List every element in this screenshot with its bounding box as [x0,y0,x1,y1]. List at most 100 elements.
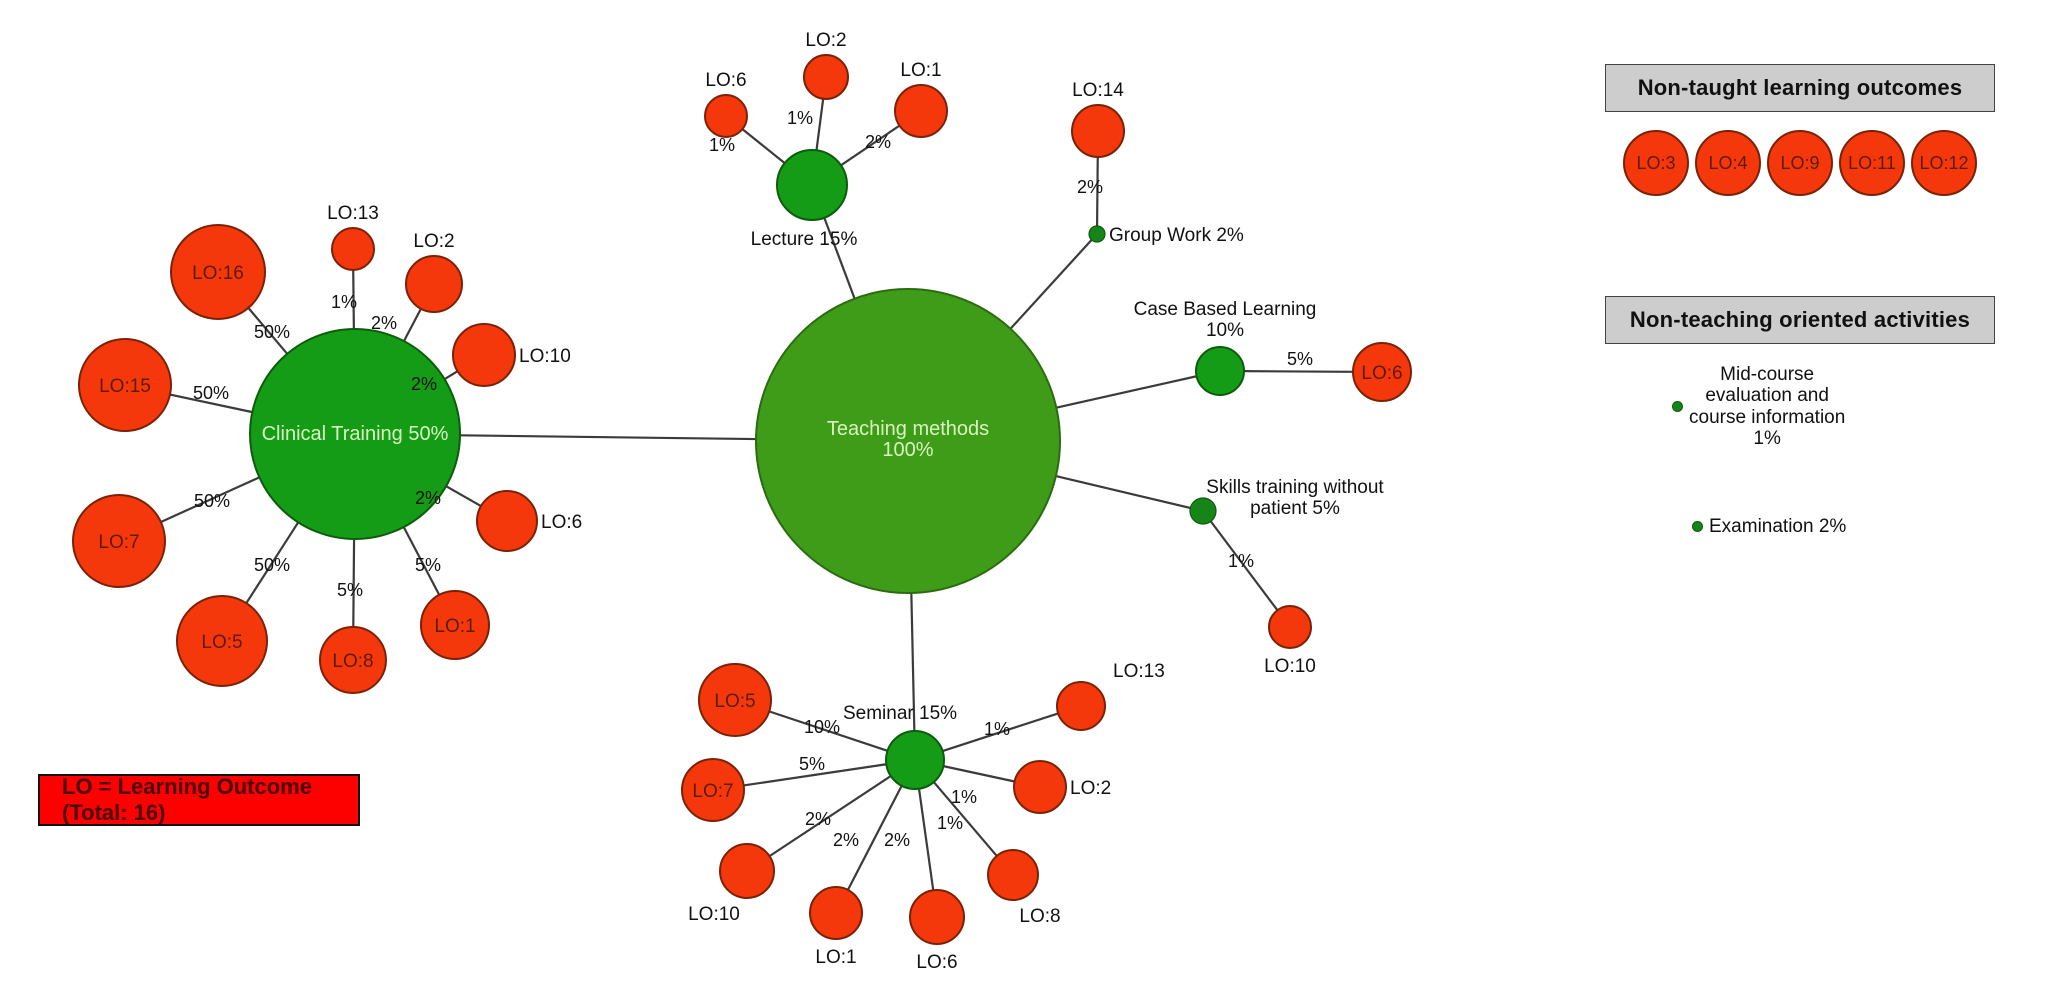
edge-seminar-to-LO7 [743,763,887,787]
edge-lecture-to-LO1 [840,124,901,167]
non-taught-lo-chip: LO:12 [1911,130,1977,196]
label-lo-LO8: LO:8 [332,651,373,672]
node-lo-LO2[interactable] [803,54,849,100]
node-lo-LO5[interactable] [698,663,772,737]
label-seminar: Seminar 15% [843,703,957,724]
edge-percent-clinical_training-LO8: 5% [337,580,363,600]
edge-clinical_training-to-LO7 [160,476,260,524]
non-taught-panel: Non-taught learning outcomes LO:3 LO:4 LO:… [1605,64,1995,196]
node-lecture[interactable] [776,149,848,221]
node-lo-LO14[interactable] [1071,104,1125,158]
label-lecture: Lecture 15% [751,229,858,250]
node-lo-LO13[interactable] [1056,681,1106,731]
node-lo-LO6[interactable] [909,889,965,945]
edge-percent-seminar-LO7: 5% [799,754,825,774]
node-lo-LO5[interactable] [176,595,268,687]
edge-percent-clinical_training-LO1: 5% [415,555,441,575]
non-teaching-panel: Non-teaching oriented activities [1605,296,1995,344]
node-lo-LO15[interactable] [78,338,172,432]
activity-item-mid-course-evaluation: Mid-course evaluation and course informati… [1672,364,1922,449]
node-layer [72,54,1412,945]
edge-percent-seminar-LO8: 1% [937,813,963,833]
lo-legend-text: LO = Learning Outcome (Total: 16) [62,774,312,825]
label-lo-LO6: LO:6 [916,952,957,973]
edge-root-to-clinical_training [459,434,757,441]
node-seminar[interactable] [885,730,945,790]
edge-percent-seminar-LO10: 2% [805,809,831,829]
non-teaching-panel-title: Non-teaching oriented activities [1629,307,1971,332]
node-lo-LO1[interactable] [809,886,863,940]
edge-percent-seminar-LO6: 2% [884,830,910,850]
node-lo-LO6[interactable] [476,490,538,552]
node-lo-LO8[interactable] [319,626,387,694]
edge-seminar-to-LO6 [917,788,935,891]
label-lo-LO1: LO:1 [434,616,475,637]
edge-clinical_training-to-LO2 [402,308,422,342]
lo-legend-box: LO = Learning Outcome (Total: 16) [38,774,360,826]
edge-clinical_training-to-LO5 [245,521,300,604]
edge-percent-lecture-LO1: 2% [865,132,891,152]
node-lo-LO7[interactable] [681,758,745,822]
non-taught-panel-title: Non-taught learning outcomes [1637,75,1963,100]
label-lo-LO5: LO:5 [714,691,755,712]
edge-percent-clinical_training-LO16: 50% [254,322,290,342]
node-lo-LO1[interactable] [894,84,948,138]
label-lo-LO2: LO:2 [1070,778,1111,799]
edge-percent-clinical_training-LO2: 2% [371,313,397,333]
node-lo-LO1[interactable] [420,590,490,660]
label-case_based_learning: Case Based Learning 10% [1134,299,1317,341]
edge-group_work-to-LO14 [1095,156,1099,227]
label-lo-LO7: LO:7 [692,781,733,802]
edge-root-to-skills_training [1055,475,1191,510]
non-taught-lo-chip: LO:4 [1695,130,1761,196]
edge-clinical_training-to-LO8 [352,538,356,628]
label-lo-LO15: LO:15 [99,376,151,397]
node-teaching-methods[interactable] [755,288,1061,594]
edge-root-to-lecture [823,217,856,300]
label-lo-LO13: LO:13 [327,203,379,224]
node-lo-LO2[interactable] [405,255,463,313]
edge-percent-skills_training-LO10: 1% [1228,551,1254,571]
node-group_work[interactable] [1088,225,1106,243]
edge-percent-clinical_training-LO10: 2% [411,374,437,394]
edge-seminar-to-LO5 [768,710,888,752]
node-lo-LO7[interactable] [72,494,166,588]
green-dot-icon [1672,401,1683,413]
label-lo-LO10: LO:10 [519,346,571,367]
node-lo-LO10[interactable] [1268,605,1312,649]
non-taught-lo-chip: LO:3 [1623,130,1689,196]
edge-percent-seminar-LO1: 2% [833,830,859,850]
node-lo-LO6[interactable] [1352,342,1412,402]
edge-percent-lecture-LO2: 1% [787,108,813,128]
label-lo-LO6: LO:6 [1361,363,1402,384]
node-lo-LO16[interactable] [170,224,266,320]
node-lo-LO8[interactable] [987,849,1039,901]
edge-percent-clinical_training-LO13: 1% [331,292,357,312]
non-taught-lo-chip: LO:9 [1767,130,1833,196]
edge-seminar-to-LO8 [932,781,998,857]
edge-percent-clinical_training-LO6: 2% [415,488,441,508]
label-clinical_training: Clinical Training 50% [262,423,449,445]
edge-seminar-to-LO13 [942,712,1059,753]
non-teaching-panel-header: Non-teaching oriented activities [1605,296,1995,344]
edge-lecture-to-LO2 [815,98,825,151]
label-lo-LO13: LO:13 [1113,661,1165,682]
label-lo-LO2: LO:2 [413,231,454,252]
node-case_based_learning[interactable] [1195,346,1245,396]
edge-percent-case_based_learning-LO6: 5% [1287,349,1313,369]
node-lo-LO6[interactable] [704,94,748,138]
node-lo-LO10[interactable] [719,843,775,899]
node-lo-LO2[interactable] [1013,760,1067,814]
node-clinical_training[interactable] [249,328,461,540]
edge-seminar-to-LO1 [846,785,903,891]
node-lo-LO10[interactable] [452,323,516,387]
edge-clinical_training-to-LO15 [169,393,253,414]
label-skills_training: Skills training without patient 5% [1206,477,1384,519]
label-lo-LO14: LO:14 [1072,80,1124,101]
node-lo-LO13[interactable] [331,227,375,271]
edge-seminar-to-LO2 [943,765,1015,783]
node-skills_training[interactable] [1189,497,1217,525]
edge-root-to-group_work [1009,239,1093,330]
edge-percent-seminar-LO2: 1% [951,787,977,807]
label-lo-LO5: LO:5 [201,632,242,653]
